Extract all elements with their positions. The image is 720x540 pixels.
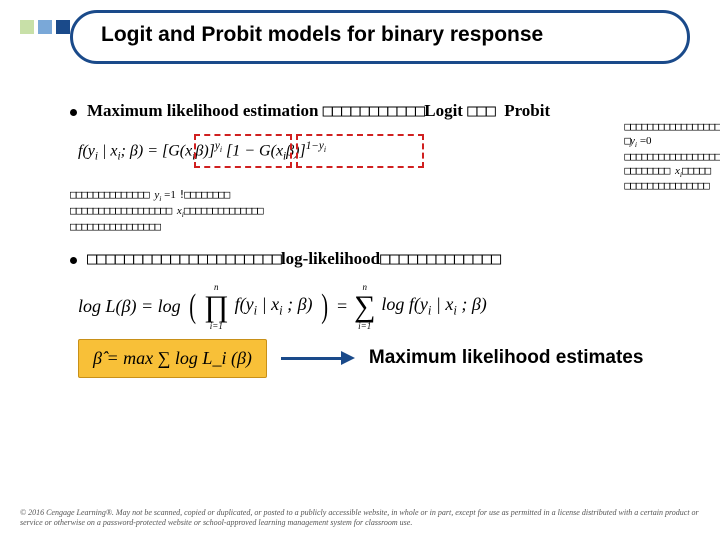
copyright-footer: © 2016 Cengage Learning®. May not be sca… [20, 508, 700, 528]
arrow-line [281, 357, 341, 360]
bullet-dot [70, 109, 77, 116]
mle-formula-box: β̂ = max ∑ log L_i (β) [78, 339, 267, 378]
deco-sq-2 [38, 20, 52, 34]
slide-content: Maximum likelihood estimation □□□□□□□□□□… [70, 100, 690, 378]
bullet-2-text: □□□□□□□□□□□□□□□□□□□□□log-likelihood□□□□□… [87, 248, 500, 270]
density-formula: f(yi | xi; β) = [G(xiβ)]yi [1 − G(xiβ)]1… [78, 134, 690, 180]
corner-decoration [20, 20, 70, 34]
bullet-2: □□□□□□□□□□□□□□□□□□□□□log-likelihood□□□□□… [70, 248, 690, 270]
bullet-1-text: Maximum likelihood estimation □□□□□□□□□□… [87, 100, 550, 122]
deco-sq-3 [56, 20, 70, 34]
bullet-dot [70, 257, 77, 264]
title-bar: Logit and Probit models for binary respo… [70, 10, 690, 64]
mle-row: β̂ = max ∑ log L_i (β) Maximum likelihoo… [78, 339, 690, 378]
mle-label: Maximum likelihood estimates [369, 347, 644, 369]
red-dash-1 [194, 134, 292, 168]
slide-title: Logit and Probit models for binary respo… [101, 23, 659, 47]
bullet-1: Maximum likelihood estimation □□□□□□□□□□… [70, 100, 690, 122]
arrow-icon [281, 351, 355, 365]
arrow-head [341, 351, 355, 365]
deco-sq-1 [20, 20, 34, 34]
annotation-right: □□□□□□□□□□□□□□□□□ □yi =0 □□□□□□□□□□□□□□□… [624, 120, 720, 193]
annotation-below: □□□□□□□□□□□□□□ yi =1 !□□□□□□□□ □□□□□□□□□… [70, 188, 690, 234]
red-dash-2 [296, 134, 424, 168]
loglikelihood-formula: log L(β) = log ( n∏i=1 f(yi | xi ; β) ) … [78, 283, 690, 331]
